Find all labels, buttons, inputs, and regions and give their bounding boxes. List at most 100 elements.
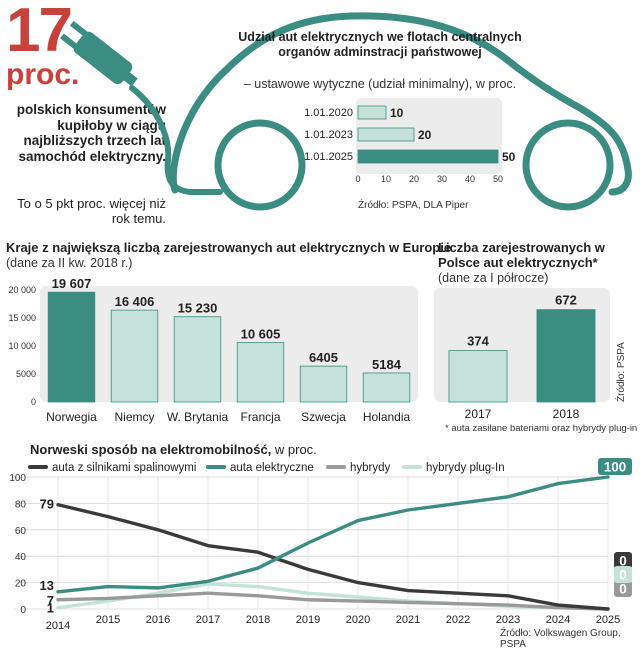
europe-category-label: Francja: [240, 410, 280, 424]
poland-bar: [536, 309, 596, 403]
europe-category-label: Niemcy: [114, 410, 154, 424]
share-x-tick: 0: [355, 174, 360, 184]
share-x-tick: 40: [465, 174, 475, 184]
car-wheel-front: [522, 119, 614, 211]
norway-chart-title: Norweski sposób na elektromobilność, w p…: [30, 442, 317, 457]
europe-y-tick: 10 000: [8, 341, 36, 351]
europe-bar-chart: 0 5000 10 000 15 000 20 000 19 607 Norwegia 16 …: [8, 276, 418, 424]
europe-value-label: 10 605: [241, 327, 281, 342]
norway-end-label: 0: [619, 582, 627, 597]
europe-bar: [299, 365, 348, 403]
share-x-tick: 30: [437, 174, 447, 184]
car-plug-illustration: [60, 12, 632, 211]
europe-value-label: 16 406: [115, 294, 155, 309]
norway-title-main: Norweski sposób na elektromobilność,: [30, 442, 272, 457]
share-bar-chart: 1.01.2020 10 1.01.2023 20 1.01.2025 50 0 10 20 30…: [304, 98, 516, 184]
europe-chart-title: Kraje z największą liczbą zarejestrowany…: [6, 240, 452, 255]
norway-x-tick: 2017: [196, 614, 220, 626]
europe-value-label: 19 607: [52, 276, 92, 291]
europe-y-tick: 15 000: [8, 313, 36, 323]
share-bar: [357, 149, 499, 164]
poland-category-label: 2017: [465, 407, 492, 421]
share-chart-title: Udział aut elektrycznych we flotach cent…: [238, 30, 522, 59]
europe-value-label: 6405: [309, 350, 338, 365]
europe-bar: [47, 291, 96, 403]
norway-start-label: 7: [47, 593, 54, 608]
europe-plot-panel: [40, 286, 418, 402]
europe-y-tick: 5000: [16, 369, 36, 379]
norway-legend-label: hybrydy plug-In: [426, 462, 505, 474]
share-chart-subtitle: – ustawowe wytyczne (udział minimalny), …: [243, 77, 517, 91]
norway-end-label: 0: [619, 568, 627, 583]
car-outline: [169, 12, 632, 196]
norway-y-tick: 100: [9, 473, 26, 484]
norway-start-label: 79: [40, 497, 54, 512]
norway-end-label-box: [614, 580, 632, 597]
europe-bar: [362, 372, 411, 403]
share-category-label: 1.01.2020: [304, 107, 353, 119]
share-x-tick: 20: [409, 174, 419, 184]
norway-x-tick: 2021: [396, 614, 420, 626]
share-value-label: 50: [502, 150, 516, 164]
norway-y-tick: 20: [15, 579, 27, 590]
norway-series-line: [56, 475, 610, 594]
norway-end-label: 100: [604, 460, 627, 475]
norway-y-tick: 60: [15, 526, 27, 537]
poland-footnote: * auta zasilane bateriami oraz hybrydy p…: [445, 423, 638, 434]
norway-x-tick: 2020: [346, 614, 370, 626]
norway-end-label: 0: [619, 554, 627, 569]
poland-value-label: 672: [555, 293, 577, 308]
norway-y-tick: 80: [15, 499, 27, 510]
norway-title-suffix: w proc.: [271, 442, 317, 457]
poland-chart-title: Liczba zarejestrowanych w Polsce aut ele…: [438, 240, 605, 270]
norway-x-tick: 2015: [96, 614, 120, 626]
norway-x-tick: 2024: [546, 614, 570, 626]
share-bar: [357, 105, 387, 120]
share-value-label: 20: [418, 128, 432, 142]
europe-bar: [173, 316, 222, 403]
share-category-label: 1.01.2023: [304, 129, 353, 141]
share-category-label: 1.01.2025: [304, 151, 353, 163]
europe-bar: [110, 309, 159, 403]
europe-chart-subtitle: (dane za II kw. 2018 r.): [6, 256, 133, 270]
europe-category-label: W. Brytania: [167, 410, 229, 424]
europe-category-label: Norwegia: [46, 410, 97, 424]
norway-legend-label: auta elektryczne: [230, 462, 314, 474]
share-bar: [357, 127, 415, 142]
norway-end-label-box: [598, 458, 632, 475]
headline-lead: polskich konsumentów kupiłoby w ciągu na…: [16, 102, 166, 164]
norway-end-label-box: [614, 552, 632, 569]
europe-value-label: 5184: [372, 357, 402, 372]
norway-y-tick: 0: [20, 605, 26, 616]
norway-x-tick: 2014: [46, 620, 70, 632]
norway-start-label: 1: [47, 601, 54, 616]
europe-category-label: Holandia: [363, 410, 411, 424]
norway-x-tick: 2022: [446, 614, 470, 626]
poland-bar-chart: 374 2017 672 2018: [434, 288, 610, 421]
plug-icon: [60, 20, 138, 87]
europe-category-label: Szwecja: [301, 410, 346, 424]
poland-chart-subtitle: (dane za I półrocze): [438, 271, 549, 285]
norway-series-line: [56, 503, 610, 611]
plug-cable: [129, 85, 223, 195]
share-source: Źródło: PSPA, DLA Piper: [358, 200, 469, 211]
poland-source: Źródło: PSPA: [616, 342, 627, 402]
norway-x-tick: 2025: [596, 614, 620, 626]
norway-x-tick: 2016: [146, 614, 170, 626]
norway-x-tick: 2018: [246, 614, 270, 626]
poland-bar: [448, 350, 508, 403]
norway-legend-label: hybrydy: [350, 462, 391, 474]
norway-y-tick: 40: [15, 552, 27, 563]
europe-value-label: 15 230: [178, 301, 218, 316]
europe-y-tick: 0: [31, 397, 36, 407]
share-value-label: 10: [390, 106, 404, 120]
poland-value-label: 374: [467, 334, 489, 349]
poland-category-label: 2018: [553, 407, 580, 421]
norway-series-line: [56, 591, 610, 611]
headline-lead-sub: To o 5 pkt proc. więcej niż rok temu.: [17, 196, 166, 226]
norway-end-label-box: [614, 566, 632, 583]
car-wheel-rear: [214, 119, 306, 211]
europe-y-tick: 20 000: [8, 285, 36, 295]
share-x-tick: 10: [381, 174, 391, 184]
